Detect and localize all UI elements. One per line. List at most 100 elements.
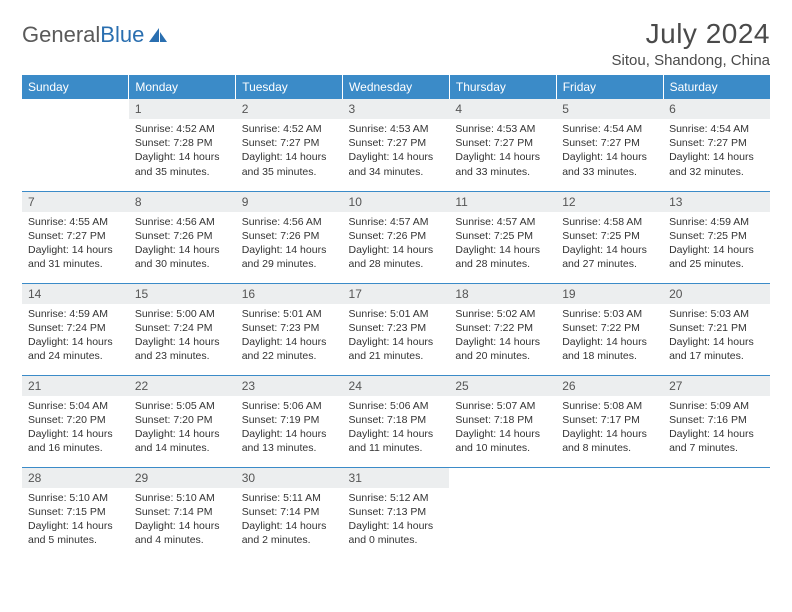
calendar-cell: 16Sunrise: 5:01 AMSunset: 7:23 PMDayligh… xyxy=(236,283,343,375)
day-number: 19 xyxy=(556,284,663,304)
day-number: 30 xyxy=(236,468,343,488)
calendar-cell xyxy=(449,467,556,559)
calendar-cell: 17Sunrise: 5:01 AMSunset: 7:23 PMDayligh… xyxy=(343,283,450,375)
calendar-cell: 10Sunrise: 4:57 AMSunset: 7:26 PMDayligh… xyxy=(343,191,450,283)
calendar-week: 21Sunrise: 5:04 AMSunset: 7:20 PMDayligh… xyxy=(22,375,770,467)
calendar-cell xyxy=(22,99,129,191)
day-content: Sunrise: 4:54 AMSunset: 7:27 PMDaylight:… xyxy=(663,119,770,183)
calendar-cell: 11Sunrise: 4:57 AMSunset: 7:25 PMDayligh… xyxy=(449,191,556,283)
day-content: Sunrise: 5:06 AMSunset: 7:18 PMDaylight:… xyxy=(343,396,450,460)
day-content: Sunrise: 4:59 AMSunset: 7:25 PMDaylight:… xyxy=(663,212,770,276)
brand-sail-icon xyxy=(147,26,169,44)
day-number: 21 xyxy=(22,376,129,396)
calendar-cell: 7Sunrise: 4:55 AMSunset: 7:27 PMDaylight… xyxy=(22,191,129,283)
brand-logo: GeneralBlue xyxy=(22,18,169,48)
calendar-cell: 30Sunrise: 5:11 AMSunset: 7:14 PMDayligh… xyxy=(236,467,343,559)
day-content: Sunrise: 5:03 AMSunset: 7:22 PMDaylight:… xyxy=(556,304,663,368)
day-number: 14 xyxy=(22,284,129,304)
day-content: Sunrise: 4:54 AMSunset: 7:27 PMDaylight:… xyxy=(556,119,663,183)
calendar-week: 14Sunrise: 4:59 AMSunset: 7:24 PMDayligh… xyxy=(22,283,770,375)
calendar-cell: 13Sunrise: 4:59 AMSunset: 7:25 PMDayligh… xyxy=(663,191,770,283)
title-block: July 2024 Sitou, Shandong, China xyxy=(612,18,770,69)
weekday-header: Sunday xyxy=(22,75,129,99)
calendar-cell: 24Sunrise: 5:06 AMSunset: 7:18 PMDayligh… xyxy=(343,375,450,467)
calendar-cell: 5Sunrise: 4:54 AMSunset: 7:27 PMDaylight… xyxy=(556,99,663,191)
day-number: 2 xyxy=(236,99,343,119)
calendar-cell: 9Sunrise: 4:56 AMSunset: 7:26 PMDaylight… xyxy=(236,191,343,283)
weekday-header: Thursday xyxy=(449,75,556,99)
day-content: Sunrise: 5:05 AMSunset: 7:20 PMDaylight:… xyxy=(129,396,236,460)
day-content: Sunrise: 5:00 AMSunset: 7:24 PMDaylight:… xyxy=(129,304,236,368)
day-content: Sunrise: 4:57 AMSunset: 7:25 PMDaylight:… xyxy=(449,212,556,276)
calendar-head: SundayMondayTuesdayWednesdayThursdayFrid… xyxy=(22,75,770,99)
day-content: Sunrise: 5:07 AMSunset: 7:18 PMDaylight:… xyxy=(449,396,556,460)
day-number: 5 xyxy=(556,99,663,119)
calendar-cell: 20Sunrise: 5:03 AMSunset: 7:21 PMDayligh… xyxy=(663,283,770,375)
day-content: Sunrise: 5:08 AMSunset: 7:17 PMDaylight:… xyxy=(556,396,663,460)
day-content: Sunrise: 4:56 AMSunset: 7:26 PMDaylight:… xyxy=(129,212,236,276)
day-content: Sunrise: 4:53 AMSunset: 7:27 PMDaylight:… xyxy=(343,119,450,183)
day-number: 18 xyxy=(449,284,556,304)
calendar-cell: 8Sunrise: 4:56 AMSunset: 7:26 PMDaylight… xyxy=(129,191,236,283)
day-number: 26 xyxy=(556,376,663,396)
day-content: Sunrise: 5:01 AMSunset: 7:23 PMDaylight:… xyxy=(236,304,343,368)
weekday-header: Tuesday xyxy=(236,75,343,99)
calendar-cell: 1Sunrise: 4:52 AMSunset: 7:28 PMDaylight… xyxy=(129,99,236,191)
day-number: 3 xyxy=(343,99,450,119)
calendar-cell: 28Sunrise: 5:10 AMSunset: 7:15 PMDayligh… xyxy=(22,467,129,559)
calendar-cell: 15Sunrise: 5:00 AMSunset: 7:24 PMDayligh… xyxy=(129,283,236,375)
calendar-cell xyxy=(556,467,663,559)
day-content: Sunrise: 4:53 AMSunset: 7:27 PMDaylight:… xyxy=(449,119,556,183)
day-number: 13 xyxy=(663,192,770,212)
day-number: 8 xyxy=(129,192,236,212)
calendar-table: SundayMondayTuesdayWednesdayThursdayFrid… xyxy=(22,75,770,559)
calendar-cell xyxy=(663,467,770,559)
location-text: Sitou, Shandong, China xyxy=(612,52,770,69)
day-content: Sunrise: 4:52 AMSunset: 7:28 PMDaylight:… xyxy=(129,119,236,183)
day-number: 4 xyxy=(449,99,556,119)
day-number: 6 xyxy=(663,99,770,119)
day-content: Sunrise: 5:02 AMSunset: 7:22 PMDaylight:… xyxy=(449,304,556,368)
brand-name-2: Blue xyxy=(100,22,144,48)
day-content: Sunrise: 5:11 AMSunset: 7:14 PMDaylight:… xyxy=(236,488,343,552)
day-number: 17 xyxy=(343,284,450,304)
day-number: 11 xyxy=(449,192,556,212)
calendar-cell: 12Sunrise: 4:58 AMSunset: 7:25 PMDayligh… xyxy=(556,191,663,283)
day-number: 24 xyxy=(343,376,450,396)
calendar-cell: 6Sunrise: 4:54 AMSunset: 7:27 PMDaylight… xyxy=(663,99,770,191)
day-number: 7 xyxy=(22,192,129,212)
header: GeneralBlue July 2024 Sitou, Shandong, C… xyxy=(22,18,770,69)
calendar-cell: 4Sunrise: 4:53 AMSunset: 7:27 PMDaylight… xyxy=(449,99,556,191)
day-number: 28 xyxy=(22,468,129,488)
day-number: 23 xyxy=(236,376,343,396)
month-title: July 2024 xyxy=(612,18,770,50)
weekday-header: Friday xyxy=(556,75,663,99)
day-content: Sunrise: 5:04 AMSunset: 7:20 PMDaylight:… xyxy=(22,396,129,460)
weekday-header: Monday xyxy=(129,75,236,99)
day-content: Sunrise: 5:10 AMSunset: 7:14 PMDaylight:… xyxy=(129,488,236,552)
day-number: 31 xyxy=(343,468,450,488)
day-content: Sunrise: 5:01 AMSunset: 7:23 PMDaylight:… xyxy=(343,304,450,368)
day-number: 10 xyxy=(343,192,450,212)
day-content: Sunrise: 5:06 AMSunset: 7:19 PMDaylight:… xyxy=(236,396,343,460)
day-number: 12 xyxy=(556,192,663,212)
calendar-cell: 25Sunrise: 5:07 AMSunset: 7:18 PMDayligh… xyxy=(449,375,556,467)
day-content: Sunrise: 4:59 AMSunset: 7:24 PMDaylight:… xyxy=(22,304,129,368)
day-number: 9 xyxy=(236,192,343,212)
calendar-cell: 27Sunrise: 5:09 AMSunset: 7:16 PMDayligh… xyxy=(663,375,770,467)
calendar-cell: 23Sunrise: 5:06 AMSunset: 7:19 PMDayligh… xyxy=(236,375,343,467)
day-content: Sunrise: 5:10 AMSunset: 7:15 PMDaylight:… xyxy=(22,488,129,552)
day-content: Sunrise: 4:57 AMSunset: 7:26 PMDaylight:… xyxy=(343,212,450,276)
day-content: Sunrise: 4:52 AMSunset: 7:27 PMDaylight:… xyxy=(236,119,343,183)
calendar-week: 28Sunrise: 5:10 AMSunset: 7:15 PMDayligh… xyxy=(22,467,770,559)
day-number: 27 xyxy=(663,376,770,396)
weekday-header: Saturday xyxy=(663,75,770,99)
calendar-cell: 3Sunrise: 4:53 AMSunset: 7:27 PMDaylight… xyxy=(343,99,450,191)
calendar-cell: 29Sunrise: 5:10 AMSunset: 7:14 PMDayligh… xyxy=(129,467,236,559)
calendar-cell: 2Sunrise: 4:52 AMSunset: 7:27 PMDaylight… xyxy=(236,99,343,191)
weekday-header: Wednesday xyxy=(343,75,450,99)
day-number: 20 xyxy=(663,284,770,304)
day-number: 25 xyxy=(449,376,556,396)
calendar-week: 7Sunrise: 4:55 AMSunset: 7:27 PMDaylight… xyxy=(22,191,770,283)
day-number: 1 xyxy=(129,99,236,119)
